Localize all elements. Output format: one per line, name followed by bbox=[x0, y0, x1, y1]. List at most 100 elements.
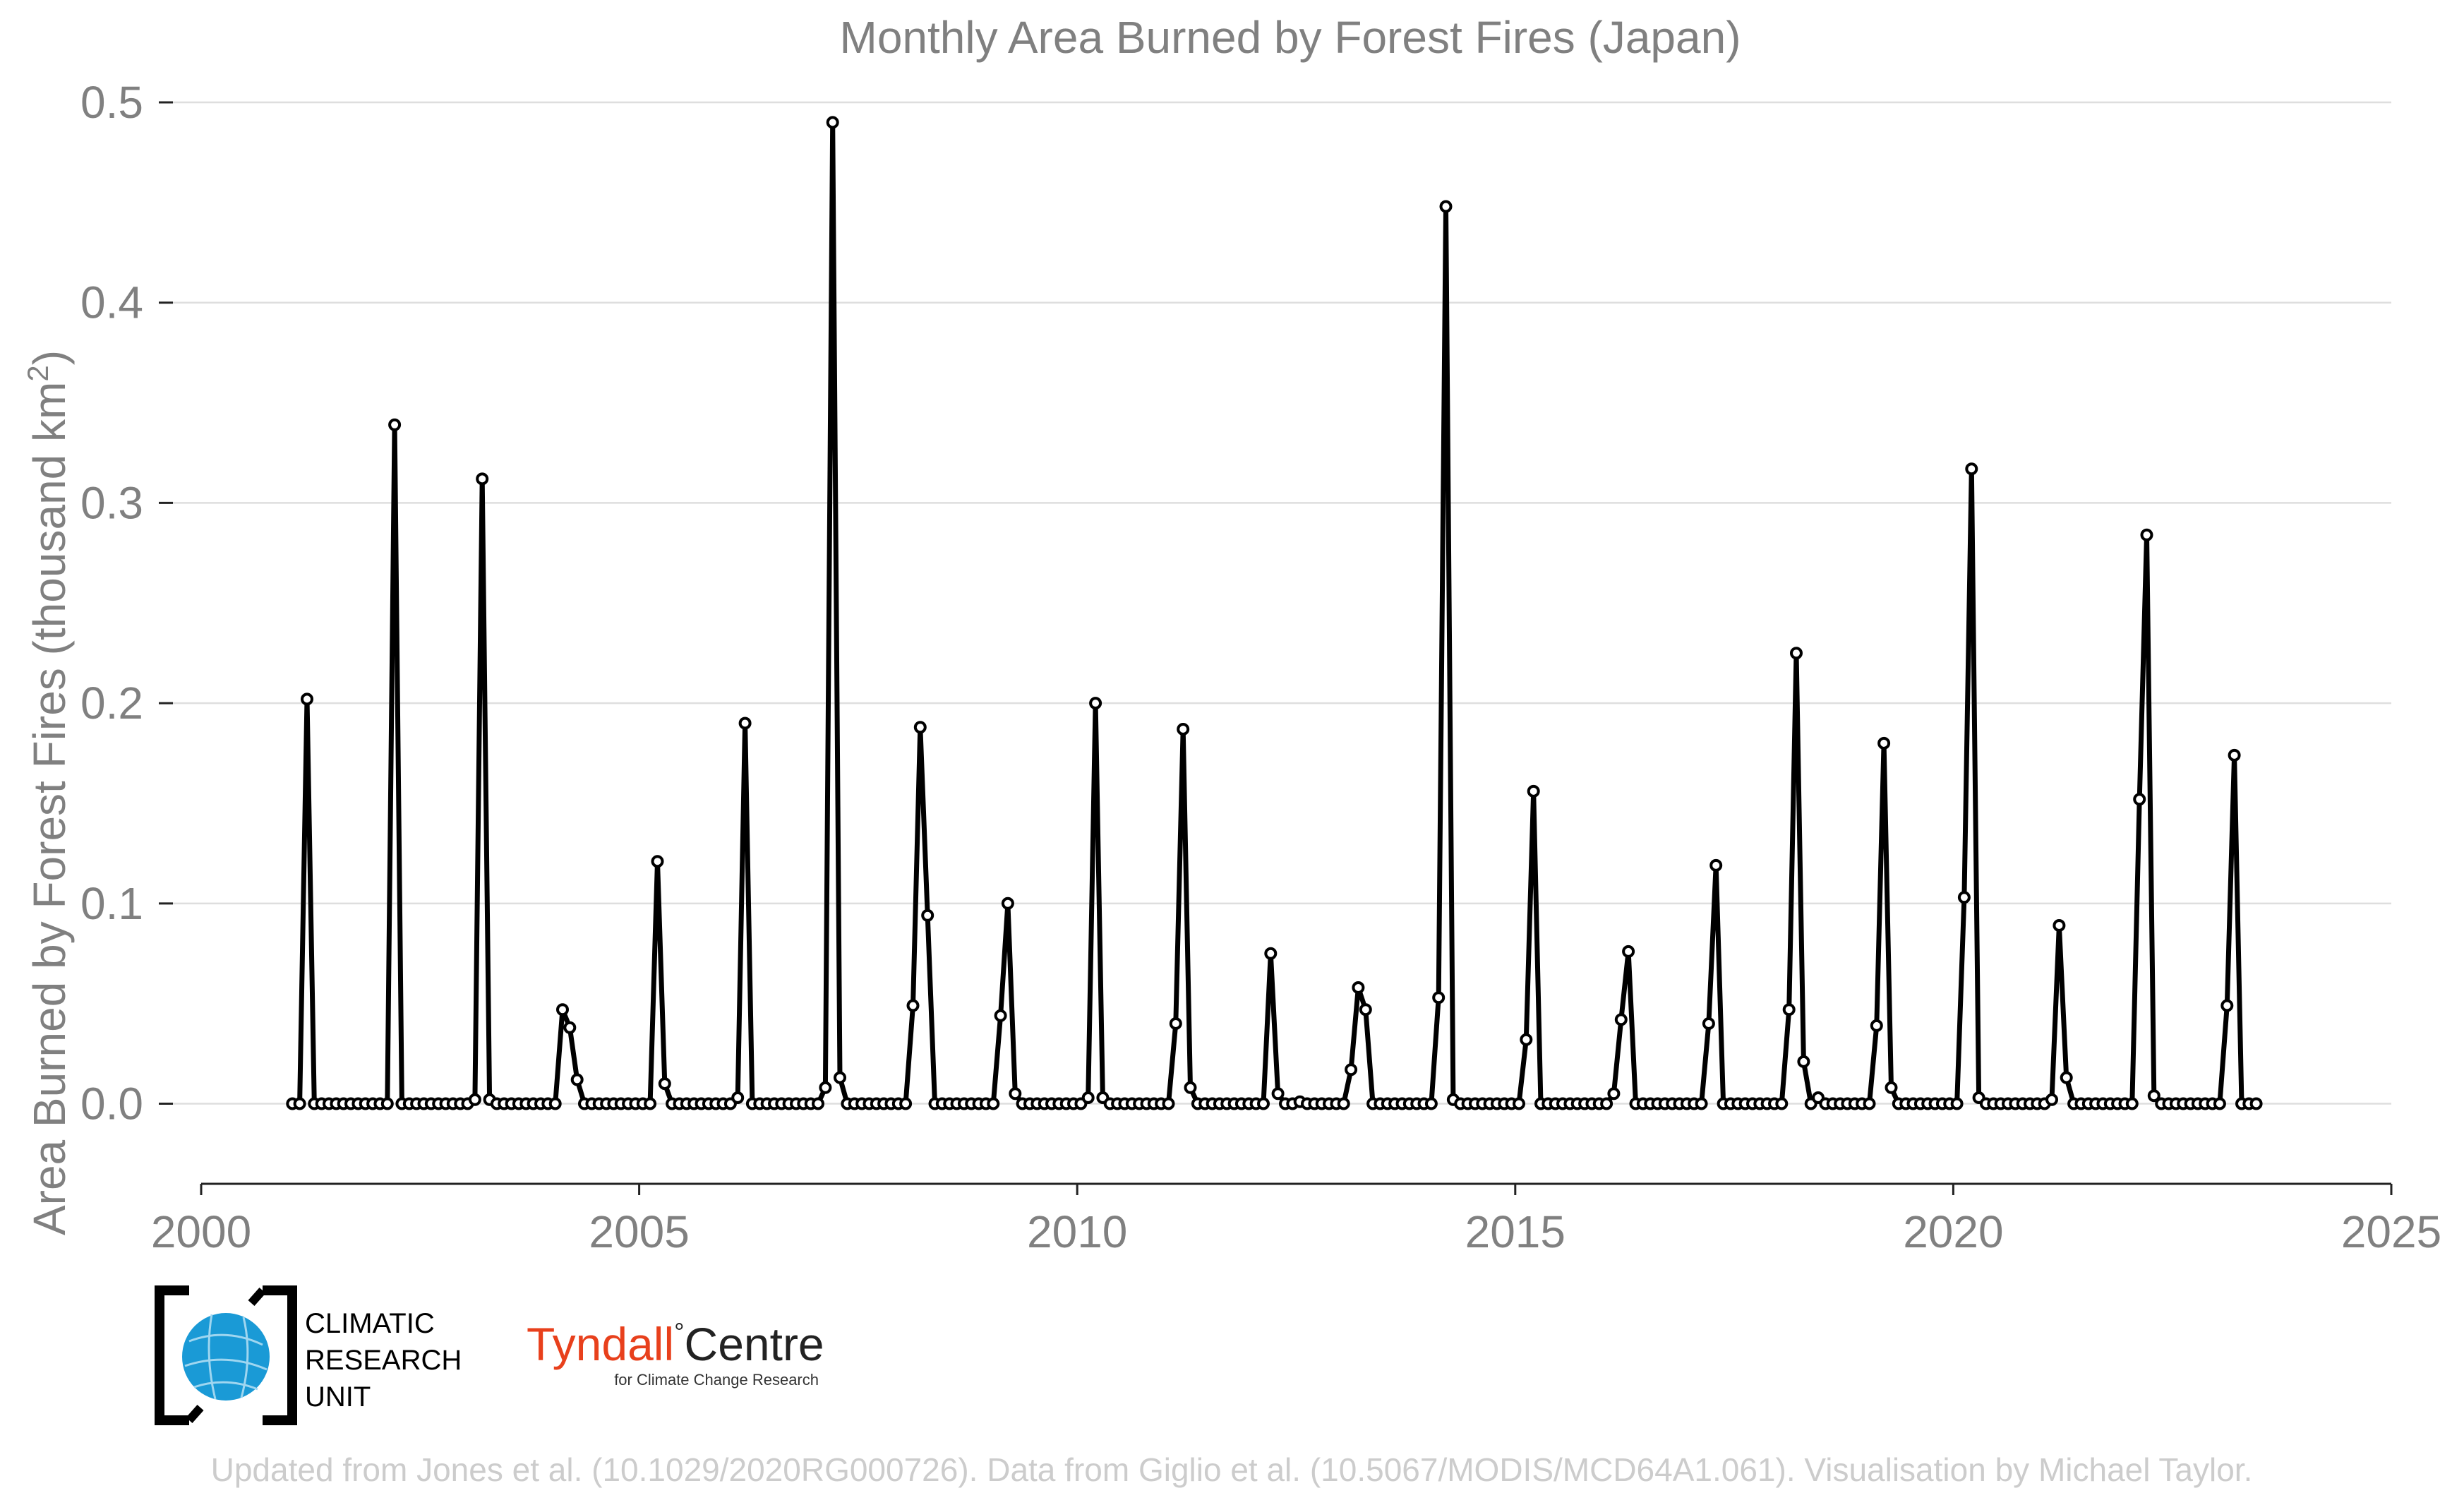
data-point bbox=[834, 1071, 846, 1084]
data-point bbox=[1424, 1097, 1438, 1110]
x-axis bbox=[200, 1182, 2393, 1195]
cru-bracket-slash-bottom bbox=[186, 1405, 204, 1423]
data-point bbox=[468, 1093, 481, 1106]
y-tick-label: 0.1 bbox=[80, 878, 143, 929]
data-point bbox=[2228, 748, 2241, 762]
cru-bracket-slash-top bbox=[248, 1288, 266, 1306]
data-point bbox=[658, 1077, 671, 1091]
data-point bbox=[1797, 1055, 1810, 1068]
data-point bbox=[1169, 1017, 1182, 1030]
data-point bbox=[1863, 1097, 1876, 1110]
data-point bbox=[1775, 1097, 1789, 1110]
data-point bbox=[1439, 200, 1453, 213]
data-point bbox=[1790, 647, 1803, 660]
data-point bbox=[2249, 1097, 2263, 1110]
data-point bbox=[1950, 1097, 1964, 1110]
data-point bbox=[987, 1097, 1000, 1110]
x-tick-label: 2020 bbox=[1903, 1206, 2003, 1257]
data-point bbox=[1965, 462, 1978, 476]
x-tick-labels: 2000 2005 2010 2015 2020 2025 bbox=[151, 1206, 2441, 1257]
data-point bbox=[826, 116, 839, 129]
data-point bbox=[731, 1091, 745, 1104]
y-axis-title: Area Burned by Forest Fires (thousand km… bbox=[21, 350, 75, 1235]
data-points bbox=[286, 116, 2263, 1110]
data-point bbox=[2133, 793, 2146, 806]
y-tick-label: 0.0 bbox=[80, 1079, 143, 1129]
data-point bbox=[2045, 1093, 2058, 1106]
x-tick-label: 2015 bbox=[1465, 1206, 1565, 1257]
data-point bbox=[563, 1021, 577, 1034]
data-point bbox=[1957, 891, 1971, 904]
data-point bbox=[644, 1097, 657, 1110]
data-point bbox=[2147, 1089, 2160, 1103]
cru-text-line3: UNIT bbox=[305, 1381, 371, 1413]
data-point bbox=[2053, 919, 2066, 932]
data-point bbox=[2125, 1097, 2139, 1110]
data-point bbox=[301, 692, 313, 706]
cru-logo: CLIMATIC RESEARCH UNIT bbox=[155, 1285, 462, 1425]
x-tick-label: 2000 bbox=[151, 1206, 251, 1257]
y-tick-label: 0.3 bbox=[80, 477, 143, 528]
data-point bbox=[380, 1097, 394, 1110]
data-point bbox=[1352, 981, 1365, 994]
data-point bbox=[738, 716, 752, 730]
data-point bbox=[293, 1097, 306, 1110]
data-point bbox=[2140, 528, 2153, 541]
globe-icon bbox=[182, 1313, 270, 1401]
data-point bbox=[1870, 1019, 1883, 1032]
tyndall-degree: ° bbox=[674, 1317, 684, 1346]
data-point bbox=[921, 909, 934, 922]
y-axis-title-text: Area Burned by Forest Fires (thousand km bbox=[24, 382, 75, 1235]
data-point bbox=[570, 1073, 584, 1086]
y-tick-label: 0.5 bbox=[80, 77, 143, 128]
tyndall-name-a: Tyndall bbox=[527, 1318, 674, 1370]
data-point bbox=[913, 721, 927, 734]
cru-bracket-left bbox=[155, 1285, 189, 1425]
cru-bracket-right bbox=[263, 1285, 297, 1425]
data-point bbox=[2220, 999, 2234, 1012]
data-point bbox=[556, 1003, 569, 1017]
y-axis-title-superscript: 2 bbox=[21, 365, 54, 381]
data-point bbox=[1177, 723, 1190, 736]
data-point bbox=[1622, 945, 1635, 958]
tyndall-name-b: Centre bbox=[685, 1318, 824, 1370]
data-point bbox=[476, 472, 489, 486]
data-point bbox=[1009, 1087, 1022, 1101]
data-point bbox=[1527, 784, 1540, 798]
data-point bbox=[906, 999, 920, 1012]
data-point bbox=[651, 855, 664, 868]
y-axis-title-close: ) bbox=[24, 350, 75, 365]
data-point bbox=[2213, 1097, 2226, 1110]
cru-text-line1: CLIMATIC bbox=[305, 1308, 435, 1339]
x-tick-label: 2025 bbox=[2341, 1206, 2441, 1257]
data-point bbox=[1885, 1081, 1898, 1094]
tyndall-logo: Tyndall°Centre for Climate Change Resear… bbox=[527, 1317, 824, 1389]
chart-title: Monthly Area Burned by Forest Fires (Jap… bbox=[840, 12, 1741, 63]
data-point bbox=[1782, 1003, 1796, 1017]
y-tick-label: 0.4 bbox=[80, 277, 143, 328]
cru-text-line2: RESEARCH bbox=[305, 1345, 462, 1376]
credit-text: Updated from Jones et al. (10.1029/2020R… bbox=[211, 1451, 2253, 1488]
data-point bbox=[1001, 897, 1014, 910]
y-gridlines bbox=[159, 101, 2391, 1105]
data-point bbox=[899, 1097, 913, 1110]
data-point bbox=[1607, 1087, 1621, 1101]
data-point bbox=[819, 1081, 832, 1094]
data-point bbox=[388, 418, 402, 431]
data-point bbox=[548, 1097, 562, 1110]
data-point bbox=[1702, 1017, 1715, 1030]
data-point bbox=[1695, 1097, 1708, 1110]
data-point bbox=[1345, 1063, 1358, 1077]
data-point bbox=[812, 1097, 824, 1110]
y-tick-label: 0.2 bbox=[80, 678, 143, 728]
data-point bbox=[1709, 858, 1723, 872]
data-point bbox=[1513, 1097, 1525, 1110]
data-point bbox=[1257, 1097, 1270, 1110]
data-point bbox=[994, 1009, 1007, 1022]
tyndall-subtitle: for Climate Change Research bbox=[614, 1371, 819, 1389]
data-point bbox=[1271, 1087, 1285, 1101]
data-point bbox=[1337, 1097, 1350, 1110]
data-point bbox=[1520, 1033, 1533, 1046]
data-point bbox=[1877, 736, 1891, 750]
